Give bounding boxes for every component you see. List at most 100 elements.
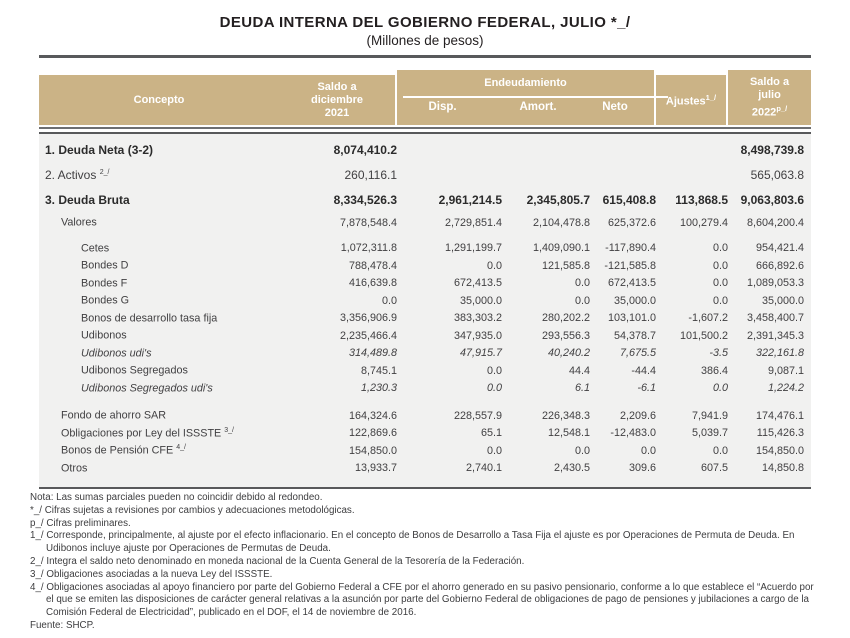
cell-saldo-julio: 35,000.0 [761, 294, 804, 307]
cell-neto: 672,413.5 [607, 277, 656, 290]
cell-neto: 7,675.5 [619, 347, 656, 360]
cell-ajustes: 0.0 [712, 294, 728, 307]
row-label: 2. Activos 2_/ [45, 167, 110, 182]
cell-saldo-diciembre: 788,478.4 [348, 259, 397, 272]
table-row: Udibonos 2,235,466.4 347,935.0 293,556.3… [39, 327, 811, 345]
cell-ajustes: 0.0 [712, 382, 728, 395]
cell-neto: -6.1 [637, 382, 656, 395]
header-block-left: Concepto Saldo a diciembre 2021 [39, 75, 395, 125]
cell-saldo-julio: 1,224.2 [767, 382, 804, 395]
cell-ajustes: -1,607.2 [688, 312, 728, 325]
table-row: Udibonos Segregados udi's 1,230.3 0.0 6.… [39, 380, 811, 398]
table-row: Valores 7,878,548.4 2,729,851.4 2,104,47… [39, 214, 811, 232]
cell-saldo-julio: 322,161.8 [755, 347, 804, 360]
row-label: Valores [61, 217, 97, 230]
cell-amortizaciones: 0.0 [574, 277, 590, 290]
footnote: Nota: Las sumas parciales pueden no coin… [30, 492, 323, 503]
footnote: Fuente: SHCP. [30, 619, 95, 631]
cell-amortizaciones: 44.4 [568, 364, 590, 377]
cell-saldo-julio: 565,063.8 [750, 167, 804, 182]
cell-saldo-diciembre: 260,116.1 [344, 167, 398, 182]
table-row: 2. Activos 2_/ 260,116.1 565,063.8 [39, 162, 811, 187]
cell-neto: 309.6 [628, 462, 656, 475]
row-label: Udibonos udi's [81, 347, 152, 360]
cell-saldo-julio: 154,850.0 [755, 444, 804, 457]
cell-amortizaciones: 0.0 [574, 444, 590, 457]
row-label: Fondo de ahorro SAR [61, 410, 167, 423]
cell-ajustes: 0.0 [712, 277, 728, 290]
cell-disposiciones: 0.0 [486, 382, 502, 395]
cell-neto: 35,000.0 [613, 294, 656, 307]
cell-neto: 615,408.8 [602, 192, 656, 207]
row-label: Otros [61, 462, 88, 475]
cell-disposiciones: 228,557.9 [453, 409, 502, 422]
endeudamiento-underline [403, 96, 668, 98]
row-footnote-mark: 3_/ [224, 426, 234, 434]
row-label: 1. Deuda Neta (3-2) [45, 142, 154, 157]
cell-amortizaciones: 6.1 [574, 382, 590, 395]
title-rule [39, 55, 811, 58]
header-neto: Neto [602, 101, 628, 113]
cell-saldo-diciembre: 1,072,311.8 [340, 242, 397, 255]
page-title: DEUDA INTERNA DEL GOBIERNO FEDERAL, JULI… [219, 14, 631, 31]
row-footnote-mark: 2_/ [99, 168, 110, 176]
header-concepto: Concepto [133, 94, 185, 106]
footnotes: Nota: Las sumas parciales pueden no coin… [30, 492, 818, 633]
cell-saldo-julio: 115,426.3 [756, 427, 804, 440]
footnote: 3_/ Obligaciones asociadas a la nueva Le… [30, 568, 273, 580]
cell-neto: 2,209.6 [619, 409, 656, 422]
header-endeudamiento-subcolumns: Disp. Amort. Neto [397, 101, 654, 113]
cell-saldo-julio: 1,089,053.3 [746, 277, 804, 290]
cell-ajustes: 5,039.7 [691, 427, 728, 440]
cell-ajustes: -3.5 [709, 347, 728, 360]
cell-saldo-diciembre: 416,639.8 [348, 277, 397, 290]
cell-ajustes: 0.0 [712, 444, 728, 457]
footnote: *_/ Cifras sujetas a revisiones por camb… [30, 504, 355, 516]
cell-saldo-diciembre: 2,235,466.4 [339, 329, 397, 342]
cell-amortizaciones: 2,345,805.7 [526, 192, 590, 207]
cell-saldo-julio: 174,476.1 [755, 409, 804, 422]
cell-disposiciones: 672,413.5 [453, 277, 502, 290]
cell-amortizaciones: 280,202.2 [541, 312, 590, 325]
cell-disposiciones: 65.1 [480, 427, 502, 440]
cell-neto: 625,372.6 [607, 216, 656, 229]
cell-amortizaciones: 2,430.5 [553, 462, 590, 475]
cell-ajustes: 7,941.9 [691, 409, 728, 422]
table-row: 3. Deuda Bruta 8,334,526.3 2,961,214.5 2… [39, 187, 811, 212]
cell-neto: -12,483.0 [610, 427, 656, 440]
cell-disposiciones: 383,303.2 [453, 312, 502, 325]
row-label: 3. Deuda Bruta [45, 192, 130, 207]
cell-saldo-julio: 8,604,200.4 [746, 216, 804, 229]
cell-amortizaciones: 1,409,090.1 [532, 242, 590, 255]
header-endeudamiento: Endeudamiento [484, 77, 567, 89]
cell-disposiciones: 0.0 [486, 364, 502, 377]
header-block-ajustes: Ajustes1_/ [656, 75, 726, 125]
cell-disposiciones: 47,915.7 [459, 347, 502, 360]
cell-neto: 103,101.0 [607, 312, 656, 325]
cell-neto: -121,585.8 [604, 259, 656, 272]
table-row: Bonos de Pensión CFE 4_/ 154,850.0 0.0 0… [39, 442, 811, 460]
cell-saldo-diciembre: 164,324.6 [348, 409, 397, 422]
debt-table: Concepto Saldo a diciembre 2021 Endeudam… [39, 70, 811, 489]
row-label: Bonos de Pensión CFE 4_/ [61, 444, 186, 458]
cell-saldo-julio: 2,391,345.3 [746, 329, 804, 342]
cell-amortizaciones: 2,104,478.8 [532, 216, 590, 229]
cell-neto: -44.4 [631, 364, 656, 377]
cell-ajustes: 101,500.2 [679, 329, 728, 342]
cell-saldo-diciembre: 8,074,410.2 [333, 142, 397, 157]
cell-ajustes: 607.5 [700, 462, 728, 475]
cell-saldo-diciembre: 1,230.3 [360, 382, 397, 395]
cell-disposiciones: 347,935.0 [453, 329, 502, 342]
row-label: Cetes [81, 242, 110, 255]
table-row: Cetes 1,072,311.8 1,291,199.7 1,409,090.… [39, 240, 811, 258]
cell-ajustes: 0.0 [712, 242, 728, 255]
table-body: 1. Deuda Neta (3-2) 8,074,410.2 8,498,73… [39, 134, 811, 489]
cell-saldo-julio: 9,063,803.6 [740, 192, 804, 207]
cell-amortizaciones: 0.0 [574, 294, 590, 307]
ajustes-footnote-mark: 1_/ [705, 92, 717, 102]
cell-neto: -117,890.4 [605, 242, 656, 255]
header-amort: Amort. [519, 101, 557, 113]
cell-saldo-julio: 954,421.4 [755, 242, 804, 255]
cell-amortizaciones: 12,548.1 [547, 427, 590, 440]
